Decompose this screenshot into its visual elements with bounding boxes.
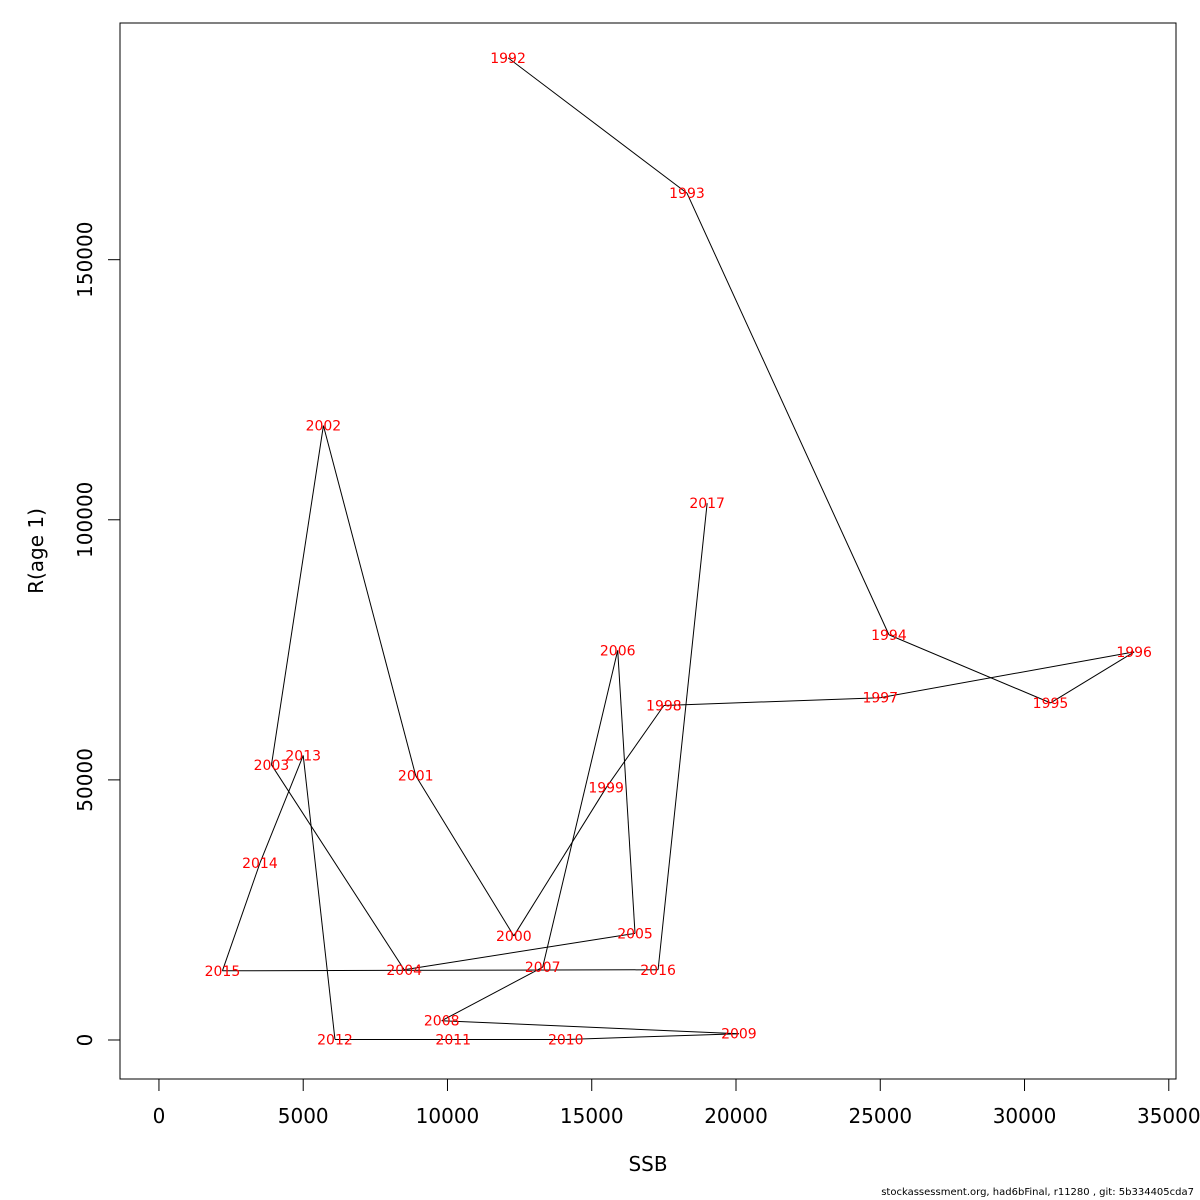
point-label-2006: 2006 bbox=[600, 643, 636, 659]
point-label-2008: 2008 bbox=[424, 1014, 460, 1030]
point-labels: 1992 1993 1994 1995 1996 1997 1998 1999 2000 2001… bbox=[205, 51, 1152, 1049]
point-label-2016: 2016 bbox=[640, 963, 676, 979]
point-label-1999: 1999 bbox=[588, 781, 624, 797]
point-label-2002: 2002 bbox=[306, 419, 342, 435]
point-label-2014: 2014 bbox=[242, 856, 278, 872]
plot-frame bbox=[119, 22, 1177, 1080]
point-label-1994: 1994 bbox=[871, 628, 907, 644]
x-tick-label: 35000 bbox=[1137, 1104, 1200, 1128]
point-label-1998: 1998 bbox=[646, 698, 682, 714]
point-label-1993: 1993 bbox=[669, 186, 705, 202]
segment-2000-2001 bbox=[415, 775, 515, 937]
segment-2014-2015 bbox=[221, 862, 261, 971]
y-axis-label: R(age 1) bbox=[24, 508, 48, 594]
point-label-1996: 1996 bbox=[1116, 645, 1152, 661]
point-label-2013: 2013 bbox=[285, 748, 321, 764]
segment-2002-2003 bbox=[270, 425, 324, 765]
segment-2013-2014 bbox=[259, 755, 304, 864]
segment-2004-2005 bbox=[404, 932, 636, 971]
y-tick-label: 150000 bbox=[73, 222, 97, 298]
point-label-2001: 2001 bbox=[398, 769, 434, 785]
y-tick-label: 0 bbox=[73, 1034, 97, 1047]
segment-2015-2016 bbox=[222, 969, 659, 972]
point-label-1997: 1997 bbox=[862, 691, 898, 707]
point-label-2000: 2000 bbox=[496, 929, 532, 945]
point-label-2005: 2005 bbox=[617, 926, 653, 942]
x-tick-label: 15000 bbox=[560, 1104, 624, 1128]
x-tick-label: 20000 bbox=[704, 1104, 768, 1128]
segment-1993-1994 bbox=[686, 192, 890, 635]
segment-1997-1998 bbox=[663, 697, 881, 706]
segment-1999-2000 bbox=[513, 787, 607, 937]
segment-1998-1999 bbox=[605, 705, 665, 788]
segment-2009-2010 bbox=[565, 1033, 739, 1040]
segment-1992-1993 bbox=[507, 57, 688, 194]
segment-1995-1996 bbox=[1050, 651, 1135, 704]
x-axis-label: SSB bbox=[628, 1152, 667, 1176]
segment-2003-2004 bbox=[271, 764, 405, 971]
x-tick-label: 10000 bbox=[416, 1104, 480, 1128]
point-label-2004: 2004 bbox=[386, 963, 422, 979]
segment-2001-2002 bbox=[322, 425, 417, 776]
point-label-1995: 1995 bbox=[1033, 696, 1069, 712]
series-lines bbox=[221, 57, 1135, 1040]
y-axis: 0 50000 100000 150000 bbox=[73, 222, 121, 1047]
segment-2008-2009 bbox=[441, 1020, 739, 1035]
point-label-2011: 2011 bbox=[435, 1032, 471, 1048]
segment-2012-2013 bbox=[302, 755, 336, 1040]
y-tick-label: 100000 bbox=[73, 482, 97, 558]
segment-2005-2006 bbox=[617, 650, 636, 934]
footer-credit: stockassessment.org, had6bFinal, r11280 … bbox=[881, 1187, 1194, 1198]
x-tick-label: 30000 bbox=[993, 1104, 1057, 1128]
point-label-2009: 2009 bbox=[721, 1027, 757, 1043]
point-label-2015: 2015 bbox=[205, 964, 241, 980]
x-tick-label: 0 bbox=[153, 1104, 166, 1128]
segment-1996-1997 bbox=[880, 651, 1135, 699]
segment-1994-1995 bbox=[888, 634, 1051, 704]
segment-2006-2007 bbox=[542, 650, 619, 968]
segment-2007-2008 bbox=[441, 966, 543, 1022]
y-tick-label: 50000 bbox=[73, 748, 97, 812]
point-label-2012: 2012 bbox=[317, 1032, 353, 1048]
point-label-2007: 2007 bbox=[525, 960, 561, 976]
x-axis: 0 5000 10000 15000 20000 25000 30000 35000 bbox=[153, 1078, 1200, 1128]
x-tick-label: 25000 bbox=[848, 1104, 912, 1128]
segment-2016-2017 bbox=[657, 503, 708, 970]
point-label-2017: 2017 bbox=[689, 496, 725, 512]
x-tick-label: 5000 bbox=[278, 1104, 329, 1128]
point-label-2003: 2003 bbox=[254, 758, 290, 774]
point-label-2010: 2010 bbox=[548, 1032, 584, 1048]
point-label-1992: 1992 bbox=[490, 51, 526, 67]
